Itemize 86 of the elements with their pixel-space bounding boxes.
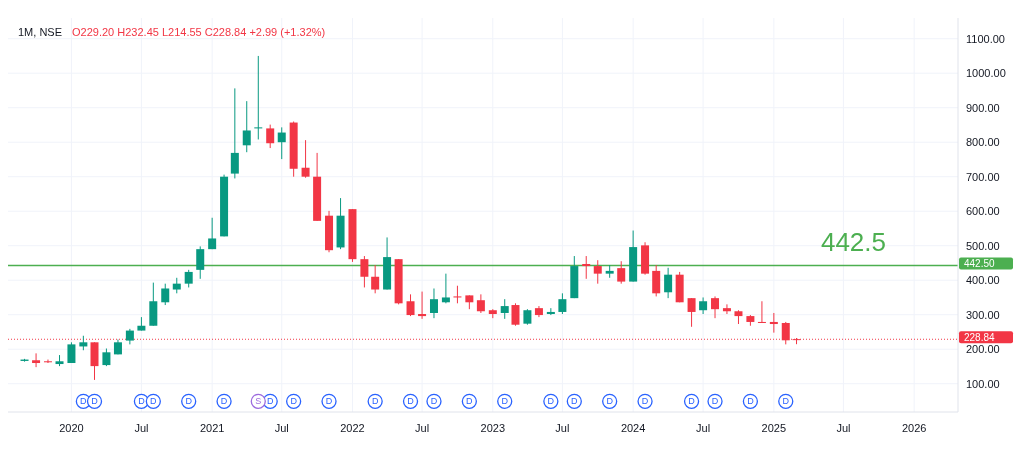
x-tick-label: Jul bbox=[134, 422, 149, 434]
y-tick-label: 1000.00 bbox=[966, 67, 1006, 80]
data-label: D bbox=[688, 396, 696, 407]
candlestick bbox=[757, 300, 766, 324]
candlestick bbox=[500, 298, 509, 320]
candlestick bbox=[43, 359, 52, 364]
data-label: D bbox=[325, 396, 333, 407]
x-tick-label: 2025 bbox=[761, 422, 787, 434]
y-tick-label: 1100.00 bbox=[966, 32, 1005, 45]
data-label: D bbox=[501, 396, 509, 407]
candlestick bbox=[546, 307, 555, 316]
data-label: D bbox=[91, 396, 99, 407]
text: 1M, NSE bbox=[18, 26, 63, 38]
data-label: D bbox=[220, 396, 228, 407]
x-tick-label: 2022 bbox=[340, 422, 365, 434]
candlestick bbox=[699, 296, 708, 315]
data-label: D bbox=[466, 396, 474, 407]
x-tick-label: 2024 bbox=[620, 422, 646, 434]
candlestick bbox=[208, 217, 217, 250]
data-label: D bbox=[80, 396, 88, 407]
x-tick-label: 2023 bbox=[480, 422, 506, 434]
data-label: D bbox=[606, 396, 614, 407]
candlestick bbox=[558, 292, 567, 315]
y-tick-label: 800.00 bbox=[966, 136, 1000, 149]
y-tick-label: 200.00 bbox=[966, 343, 1000, 356]
ref-line-label: 228.84 bbox=[964, 331, 996, 343]
candlestick bbox=[242, 100, 251, 153]
candlestick bbox=[161, 283, 170, 306]
y-tick-label: 700.00 bbox=[966, 170, 1000, 183]
candlestick bbox=[266, 124, 275, 149]
data-label: D bbox=[547, 396, 555, 407]
data-label: S bbox=[255, 396, 262, 407]
annotation: 442.5 bbox=[820, 227, 887, 258]
y-tick-label: 500.00 bbox=[966, 239, 1000, 252]
candlestick bbox=[511, 302, 520, 327]
candlestick bbox=[582, 255, 591, 280]
candlestick bbox=[32, 352, 41, 368]
x-tick-label: Jul bbox=[274, 422, 289, 434]
candlestick bbox=[652, 264, 661, 297]
data-label: D bbox=[150, 396, 158, 407]
data-label: D bbox=[185, 396, 193, 407]
data-label: D bbox=[371, 396, 379, 407]
data-label: D bbox=[138, 396, 146, 407]
candlestick bbox=[277, 126, 286, 160]
candlestick bbox=[593, 259, 602, 285]
y-tick-label: 400.00 bbox=[966, 274, 1000, 287]
candlestick bbox=[230, 87, 239, 179]
y-tick-label: 900.00 bbox=[966, 101, 1000, 114]
text: O229.20 H232.45 L214.55 C228.84 +2.99 (+1.32%) bbox=[72, 26, 326, 38]
data-label: D bbox=[782, 396, 790, 407]
x-tick-label: 2020 bbox=[59, 422, 84, 434]
x-tick-label: Jul bbox=[415, 422, 430, 434]
data-label: D bbox=[571, 396, 579, 407]
data-label: D bbox=[747, 396, 755, 407]
data-label: D bbox=[290, 396, 298, 407]
candlestick bbox=[371, 264, 380, 294]
candlestick bbox=[301, 139, 310, 179]
candlestick bbox=[360, 255, 369, 288]
x-tick-label: Jul bbox=[696, 422, 711, 434]
candlestick bbox=[254, 55, 263, 140]
y-tick-label: 300.00 bbox=[966, 308, 1000, 321]
x-tick-label: 2021 bbox=[199, 422, 225, 434]
candlestick bbox=[476, 293, 485, 314]
data-label: D bbox=[641, 396, 649, 407]
candlestick bbox=[418, 291, 427, 320]
data-label: D bbox=[266, 396, 274, 407]
x-tick-label: Jul bbox=[836, 422, 851, 434]
candlestick bbox=[429, 287, 438, 319]
y-tick-label: 100.00 bbox=[966, 377, 1000, 390]
candlestick bbox=[711, 295, 720, 319]
y-tick-label: 600.00 bbox=[966, 205, 1000, 218]
data-label: D bbox=[711, 396, 719, 407]
ref-line-label: 442.50 bbox=[964, 258, 996, 270]
data-label: D bbox=[430, 396, 438, 407]
candlestick bbox=[722, 303, 731, 315]
candlestick bbox=[196, 245, 205, 280]
x-tick-label: 2026 bbox=[901, 422, 927, 434]
x-tick-label: Jul bbox=[555, 422, 570, 434]
data-label: D bbox=[407, 396, 415, 407]
candlestick bbox=[406, 293, 415, 317]
candlestick bbox=[90, 341, 99, 381]
candlestick bbox=[617, 260, 626, 285]
candlestick bbox=[664, 267, 673, 299]
candlestick bbox=[769, 312, 778, 334]
candlestick bbox=[441, 273, 450, 304]
candlestick bbox=[687, 297, 696, 328]
